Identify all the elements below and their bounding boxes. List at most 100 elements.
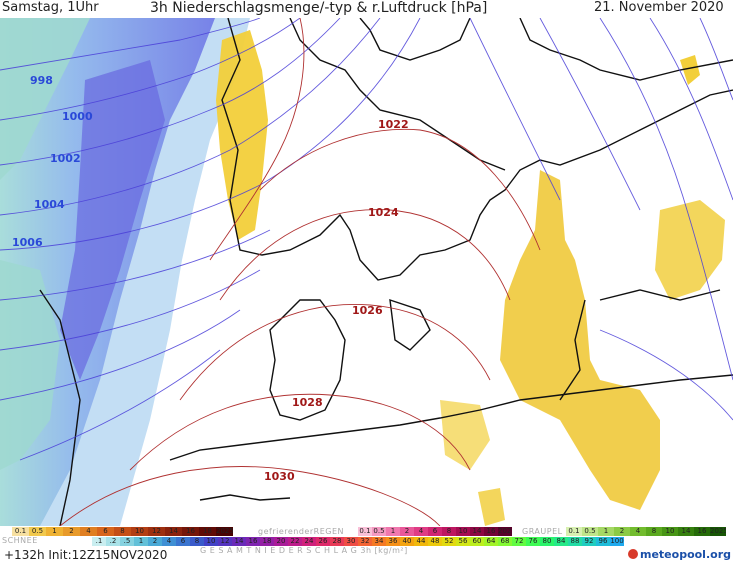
rain-scale-swatch: 2025+ xyxy=(216,527,233,536)
freezing-rain-scale-swatch: 0.1 xyxy=(358,527,372,536)
precip-area-west-teal-south xyxy=(0,260,60,470)
freezing-rain-scale-swatch: 0.5 xyxy=(372,527,386,536)
snow-scale-swatch: 10 xyxy=(204,537,218,546)
snow-scale-swatch: 20 xyxy=(274,537,288,546)
isobar-label-1000: 1000 xyxy=(62,110,93,123)
brand-dot-icon xyxy=(628,549,638,559)
snow-scale-swatch: 72 xyxy=(512,537,526,546)
snow-scale-swatch: 16 xyxy=(246,537,260,546)
snow-scale-swatch: 22 xyxy=(288,537,302,546)
graupel-scale-swatch: 10 xyxy=(662,527,678,536)
isobars-high xyxy=(59,18,541,526)
rain-area-baltic xyxy=(500,170,660,510)
snow-scale-swatch: 60 xyxy=(470,537,484,546)
rain-scale-swatch: 1 xyxy=(46,527,63,536)
snow-scale-swatch: 24 xyxy=(302,537,316,546)
graupel-scale-swatch: 16 xyxy=(694,527,710,536)
graupel-scale-swatch: 0.5 xyxy=(582,527,598,536)
snow-scale-swatch: 48 xyxy=(428,537,442,546)
isobar-label-1004: 1004 xyxy=(34,198,65,211)
isobar-labels-low: 998 1000 1002 1004 1006 xyxy=(12,74,93,249)
snow-scale-swatch: 68 xyxy=(498,537,512,546)
snow-scale-swatch: 40 xyxy=(400,537,414,546)
freezing-rain-scale: 0.10.5124681014162025+ xyxy=(358,527,512,536)
snow-scale-swatch: 52 xyxy=(442,537,456,546)
isobar-label-1028: 1028 xyxy=(292,396,323,409)
snow-scale-swatch: 96 xyxy=(596,537,610,546)
isobar-label-1022: 1022 xyxy=(378,118,409,131)
graupel-scale-swatch: 2025+ xyxy=(710,527,726,536)
total-precip-label: G E S A M T N I E D E R S C H L A G 3h [… xyxy=(200,546,408,555)
valid-time-label: Samstag, 1Uhr xyxy=(2,0,99,15)
freezing-rain-scale-swatch: 2025+ xyxy=(498,527,512,536)
snow-scale-swatch: .5 xyxy=(120,537,134,546)
snow-scale-swatch: 80 xyxy=(540,537,554,546)
freezing-rain-scale-swatch: 4 xyxy=(414,527,428,536)
model-run-label: +132h Init:12Z15NOV2020 xyxy=(4,548,168,562)
snow-scale-swatch: 30 xyxy=(344,537,358,546)
graupel-scale-swatch: 0.1 xyxy=(566,527,582,536)
snow-scale-swatch: 64 xyxy=(484,537,498,546)
freezing-rain-label: gefrierenderREGEN xyxy=(258,527,344,536)
isobar-label-998: 998 xyxy=(30,74,53,87)
snow-scale-swatch: 28 xyxy=(330,537,344,546)
snow-scale-swatch: 76 xyxy=(526,537,540,546)
brand-logo[interactable]: meteopool.org xyxy=(628,548,731,561)
rain-scale-swatch: 16 xyxy=(182,527,199,536)
precipitation-map: 998 1000 1002 1004 1006 1022 1024 1026 1… xyxy=(0,18,733,526)
graupel-scale-swatch: 2 xyxy=(614,527,630,536)
isobar-label-1002: 1002 xyxy=(50,152,81,165)
snow-scale-swatch: 6 xyxy=(176,537,190,546)
graupel-scale-swatch: 4 xyxy=(630,527,646,536)
isobar-label-1006: 1006 xyxy=(12,236,43,249)
rain-area-east xyxy=(655,200,725,300)
snow-scale-swatch: 1 xyxy=(134,537,148,546)
rain-area-southeast xyxy=(440,400,490,470)
rain-scale-swatch: 0.5 xyxy=(29,527,46,536)
snow-scale-swatch: 18 xyxy=(260,537,274,546)
coastlines xyxy=(39,18,733,526)
rain-scale-swatch: 14 xyxy=(165,527,182,536)
freezing-rain-scale-swatch: 6 xyxy=(428,527,442,536)
snow-scale-swatch: 36 xyxy=(386,537,400,546)
snow-scale-swatch: 92 xyxy=(582,537,596,546)
rain-scale-swatch: 4 xyxy=(80,527,97,536)
rain-scale-swatch: 8 xyxy=(114,527,131,536)
rain-area-small-s xyxy=(478,488,505,526)
snow-label: SCHNEE xyxy=(2,536,38,545)
snow-scale-swatch: 2 xyxy=(148,537,162,546)
rain-area-small-ne xyxy=(680,55,700,85)
isobar-label-1030: 1030 xyxy=(264,470,295,483)
freezing-rain-scale-swatch: 8 xyxy=(442,527,456,536)
rain-scale-swatch: 2 xyxy=(63,527,80,536)
rain-scale-swatch: 6 xyxy=(97,527,114,536)
rain-scale-swatch: 18 xyxy=(199,527,216,536)
isobar-label-1024: 1024 xyxy=(368,206,399,219)
rain-scale-swatch: 12 xyxy=(148,527,165,536)
graupel-label: GRAUPEL xyxy=(522,527,563,536)
freezing-rain-scale-swatch: 1 xyxy=(386,527,400,536)
snow-scale-swatch: 8 xyxy=(190,537,204,546)
snow-scale-swatch: 34 xyxy=(372,537,386,546)
rain-scale-swatch: 0.1 xyxy=(12,527,29,536)
snow-scale-swatch: 56 xyxy=(456,537,470,546)
snow-scale-swatch: 88 xyxy=(568,537,582,546)
snow-scale-swatch: 26 xyxy=(316,537,330,546)
isobars-low xyxy=(0,18,733,461)
snow-scale-swatch: 44 xyxy=(414,537,428,546)
precip-area-west-core xyxy=(60,60,165,380)
snow-scale-swatch: 14 xyxy=(232,537,246,546)
isobar-labels-high: 1022 1024 1026 1028 1030 xyxy=(264,118,409,483)
freezing-rain-scale-swatch: 14 xyxy=(470,527,484,536)
valid-date-label: 21. November 2020 xyxy=(594,0,724,15)
snow-scale-swatch: 12 xyxy=(218,537,232,546)
isobar-label-1026: 1026 xyxy=(352,304,383,317)
graupel-scale-swatch: 14 xyxy=(678,527,694,536)
snow-scale-swatch: 32 xyxy=(358,537,372,546)
snow-scale-swatch: .2 xyxy=(106,537,120,546)
graupel-scale-swatch: 1 xyxy=(598,527,614,536)
snow-scale: .1.2.5 1 2 4 6 8 10 12 14 16 18 20 22 24 26 28 30 32 34 36 4… xyxy=(92,537,624,546)
